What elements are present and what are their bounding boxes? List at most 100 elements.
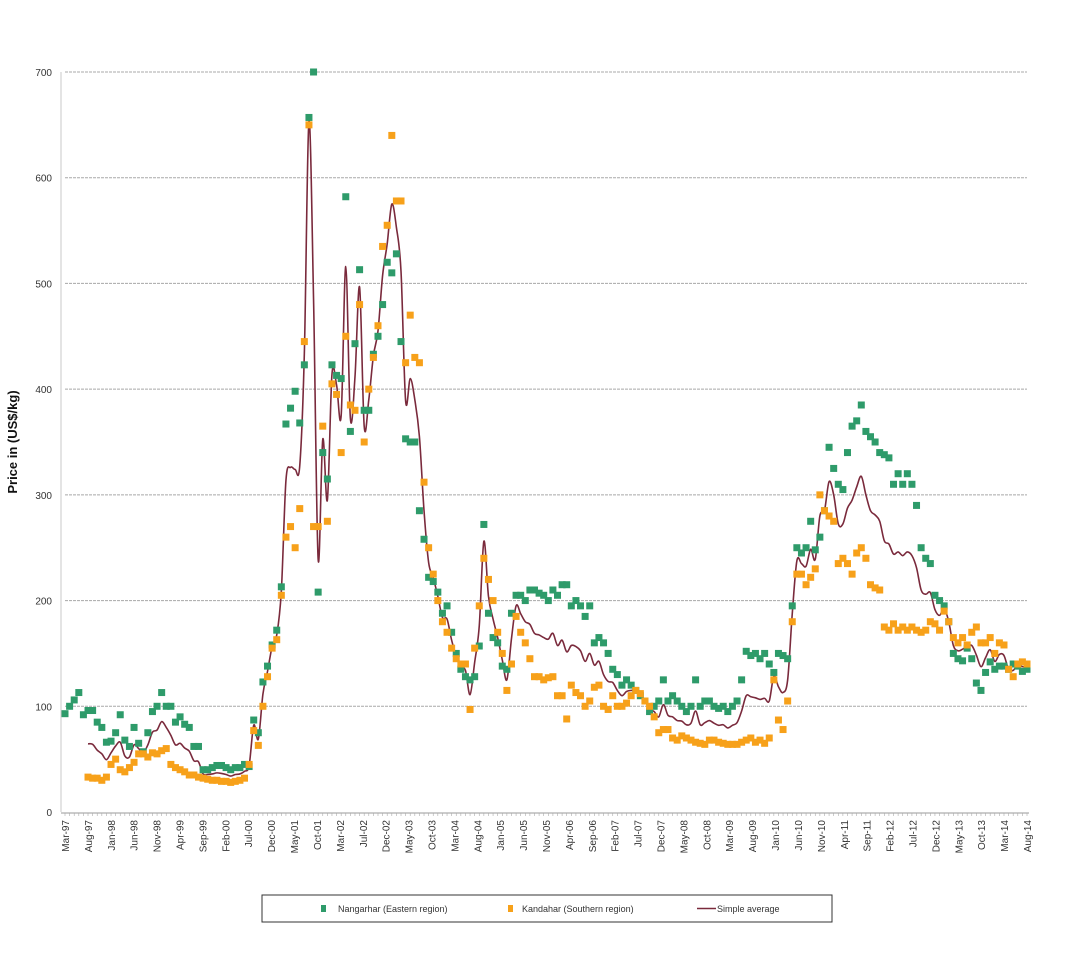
- nangarhar-point: [346, 427, 354, 435]
- nangarhar-point: [374, 332, 382, 340]
- kandahar-point: [213, 776, 221, 784]
- y-tick-label: 300: [35, 491, 52, 502]
- nangarhar-point: [448, 628, 456, 636]
- kandahar-point: [507, 660, 515, 668]
- y-tick-label: 500: [35, 279, 52, 290]
- x-tick-label: Apr-99: [176, 820, 187, 850]
- kandahar-point: [867, 581, 875, 589]
- x-tick-label: Feb-00: [221, 820, 232, 852]
- kandahar-point: [457, 660, 465, 668]
- nangarhar-point: [135, 739, 143, 747]
- x-tick-label: Jul-07: [634, 820, 645, 848]
- nangarhar-point: [715, 704, 723, 712]
- nangarhar-point: [365, 406, 373, 414]
- nangarhar-point: [968, 655, 976, 663]
- nangarhar-point: [738, 676, 746, 684]
- kandahar-point: [1009, 673, 1017, 681]
- nangarhar-point: [333, 371, 341, 379]
- kandahar-point: [692, 738, 700, 746]
- kandahar-point: [342, 332, 350, 340]
- x-tick-label: Aug-09: [748, 820, 759, 853]
- nangarhar-point: [1009, 660, 1017, 668]
- kandahar-point: [857, 544, 865, 552]
- x-tick-label: May-01: [290, 820, 301, 854]
- kandahar-point: [862, 554, 870, 562]
- nangarhar-point: [310, 68, 318, 76]
- nangarhar-point: [577, 602, 585, 610]
- nangarhar-point: [664, 697, 672, 705]
- kandahar-point: [834, 560, 842, 568]
- nangarhar-point: [530, 586, 538, 594]
- kandahar-point: [402, 359, 410, 367]
- legend-label-average: Simple average: [717, 904, 780, 914]
- kandahar-point: [397, 197, 405, 205]
- kandahar-point: [471, 644, 479, 652]
- kandahar-point: [701, 740, 709, 748]
- y-axis-ticks: 0 100 200 300 400 500 600 700: [35, 68, 52, 819]
- nangarhar-point: [867, 433, 875, 441]
- nangarhar-point: [880, 451, 888, 459]
- nangarhar-point: [673, 697, 681, 705]
- nangarhar-point: [784, 655, 792, 663]
- nangarhar-point: [954, 655, 962, 663]
- kandahar-point: [968, 628, 976, 636]
- nangarhar-point: [751, 649, 759, 657]
- nangarhar-point: [282, 420, 290, 428]
- kandahar-point: [558, 692, 566, 700]
- nangarhar-point: [181, 720, 189, 728]
- x-tick-label: Jan-05: [496, 820, 507, 851]
- x-tick-label: Feb-12: [886, 820, 897, 852]
- y-tick-label: 200: [35, 597, 52, 608]
- nangarhar-point: [457, 665, 465, 673]
- x-tick-label: Dec-12: [931, 820, 942, 853]
- kandahar-point: [544, 674, 552, 682]
- nangarhar-point: [89, 707, 97, 715]
- kandahar-point: [784, 697, 792, 705]
- gridlines: [60, 71, 1027, 812]
- nangarhar-point: [761, 649, 769, 657]
- kandahar-point: [590, 683, 598, 691]
- kandahar-point: [885, 626, 893, 634]
- kandahar-point: [1023, 660, 1031, 668]
- kandahar-point: [742, 736, 750, 744]
- nangarhar-point: [107, 737, 115, 745]
- kandahar-point: [747, 734, 755, 742]
- kandahar-point: [995, 639, 1003, 647]
- kandahar-point: [554, 692, 562, 700]
- nangarhar-point: [517, 591, 525, 599]
- nangarhar-point: [613, 671, 621, 679]
- kandahar-point: [899, 623, 907, 631]
- kandahar-point: [411, 353, 419, 361]
- kandahar-point: [310, 523, 318, 531]
- kandahar-point: [572, 689, 580, 697]
- nangarhar-point: [788, 602, 796, 610]
- nangarhar-point: [572, 597, 580, 605]
- kandahar-point: [245, 760, 253, 768]
- kandahar-point: [540, 676, 548, 684]
- nangarhar-point: [84, 707, 92, 715]
- kandahar-point: [945, 618, 953, 626]
- nangarhar-point: [742, 647, 750, 655]
- kandahar-point: [982, 639, 990, 647]
- nangarhar-point: [581, 612, 589, 620]
- kandahar-point: [765, 734, 773, 742]
- kandahar-point: [926, 618, 934, 626]
- kandahar-point: [171, 764, 179, 772]
- kandahar-point: [144, 753, 152, 761]
- nangarhar-point: [696, 702, 704, 710]
- kandahar-point: [936, 626, 944, 634]
- kandahar-point: [287, 523, 295, 531]
- kandahar-point: [600, 702, 608, 710]
- nangarhar-point: [834, 480, 842, 488]
- x-tick-label: Mar-09: [725, 820, 736, 852]
- nangarhar-markers: [61, 68, 1031, 774]
- nangarhar-point: [627, 681, 635, 689]
- kandahar-point: [185, 771, 193, 779]
- nangarhar-point: [167, 702, 175, 710]
- kandahar-point: [673, 736, 681, 744]
- nangarhar-point: [121, 736, 129, 744]
- kandahar-point: [959, 634, 967, 642]
- kandahar-point: [728, 740, 736, 748]
- nangarhar-point: [434, 588, 442, 596]
- kandahar-point: [613, 702, 621, 710]
